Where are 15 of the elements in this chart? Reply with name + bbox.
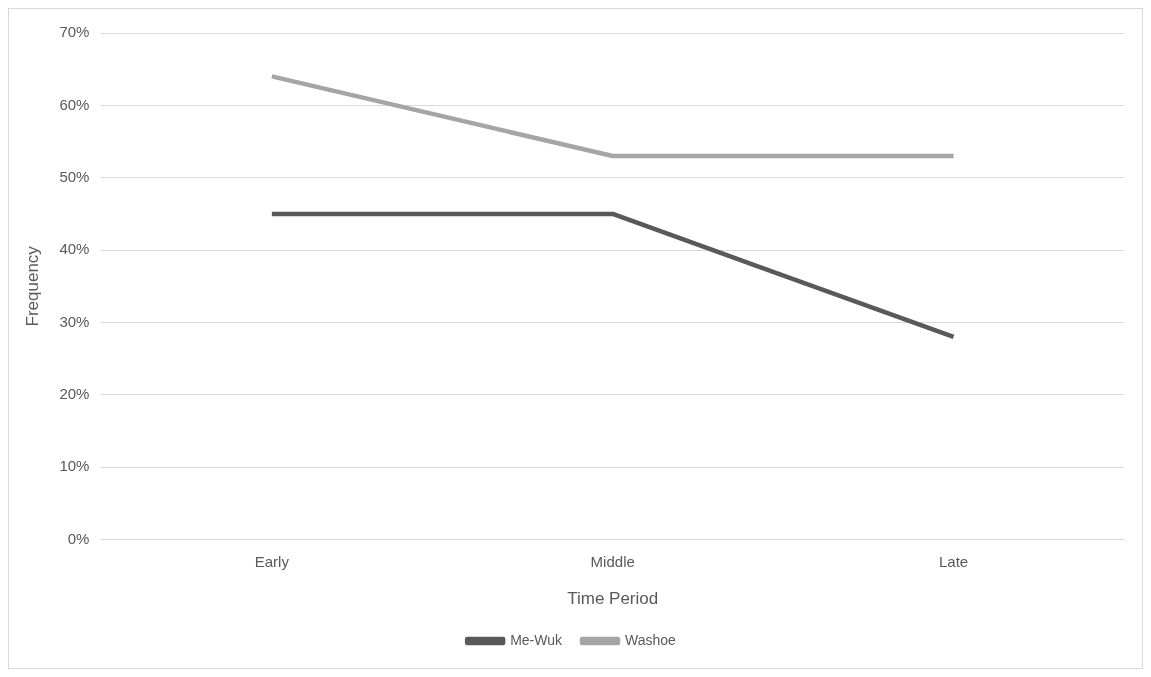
x-tick-label: Middle xyxy=(590,552,635,570)
y-tick-label: 40% xyxy=(59,240,90,258)
y-tick-label: 70% xyxy=(59,23,90,41)
y-tick-label: 0% xyxy=(67,529,90,547)
legend-label: Washoe xyxy=(625,631,677,648)
y-tick-label: 10% xyxy=(59,457,90,475)
x-tick-label: Late xyxy=(938,552,969,570)
y-axis-title: Frequency xyxy=(22,245,42,327)
x-axis-title: Time Period xyxy=(567,589,659,609)
y-tick-label: 50% xyxy=(59,167,90,185)
y-tick-label: 30% xyxy=(59,312,90,330)
y-tick-label: 60% xyxy=(59,95,90,113)
y-tick-label: 20% xyxy=(59,385,90,402)
legend-label: Me-Wuk xyxy=(510,631,564,648)
x-tick-label: Early xyxy=(254,552,290,570)
